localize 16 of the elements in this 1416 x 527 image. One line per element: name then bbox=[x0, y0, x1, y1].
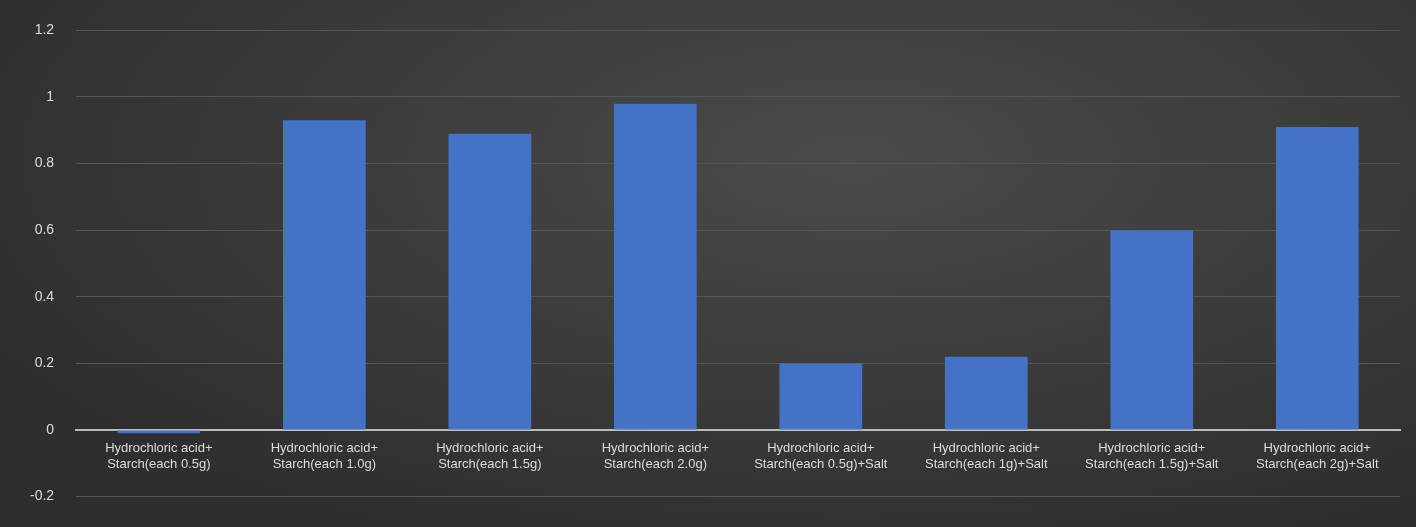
x-tick-label: Hydrochloric acid+ Starch(each 2.0g) bbox=[601, 440, 709, 471]
x-tick-label: Hydrochloric acid+ Starch(each 0.5g) bbox=[105, 440, 213, 471]
x-tick-label: Hydrochloric acid+ Starch(each 2g)+Salt bbox=[1256, 440, 1379, 471]
x-tick-label: Hydrochloric acid+ Starch(each 1g)+Salt bbox=[925, 440, 1048, 471]
y-tick-label: 1.2 bbox=[34, 21, 55, 38]
y-tick-label: -0.2 bbox=[30, 487, 55, 504]
y-tick-label: 0 bbox=[46, 420, 55, 437]
y-tick-label: 0.6 bbox=[34, 221, 55, 238]
x-tick-label: Hydrochloric acid+ Starch(each 0.5g)+Salt bbox=[754, 440, 888, 471]
x-tick-label: Hydrochloric acid+ Starch(each 1.5g) bbox=[436, 440, 544, 471]
y-tick-label: 0.4 bbox=[34, 287, 55, 304]
y-tick-label: 1 bbox=[46, 87, 55, 104]
x-tick-label: Hydrochloric acid+ Starch(each 1.0g) bbox=[270, 440, 378, 471]
y-tick-label: 0.8 bbox=[34, 154, 55, 171]
y-tick-label: 0.2 bbox=[34, 354, 55, 371]
x-tick-label: Hydrochloric acid+ Starch(each 1.5g)+Salt bbox=[1085, 440, 1219, 471]
